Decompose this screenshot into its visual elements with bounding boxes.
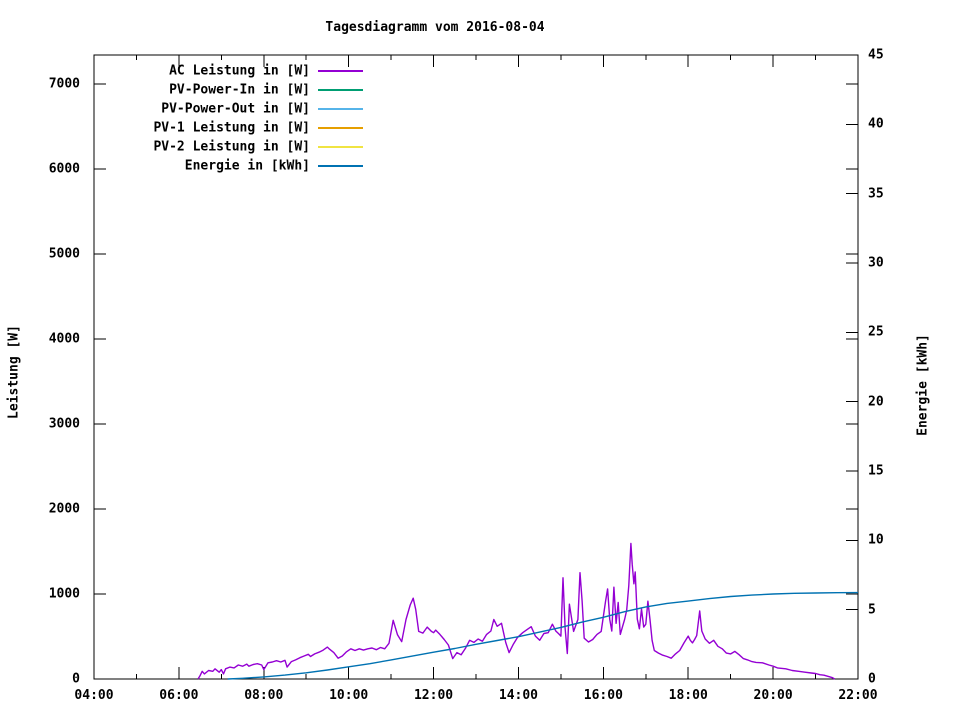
right-axis-tick-label: 35 [868, 186, 884, 202]
right-axis-tick-label: 40 [868, 116, 884, 132]
series-ac [197, 542, 836, 680]
x-axis-tick-label: 20:00 [753, 688, 793, 703]
legend-label: PV-2 Leistung in [W] [153, 139, 310, 155]
right-axis-title: Energie [kWh] [915, 334, 931, 436]
right-axis-tick-label: 20 [868, 394, 884, 410]
legend-label: Energie in [kWh] [184, 158, 310, 174]
right-axis-tick-label: 45 [868, 47, 884, 63]
legend-label: PV-Power-Out in [W] [161, 101, 310, 117]
left-axis-tick-label: 4000 [48, 331, 80, 347]
legend-line-sample [318, 127, 363, 129]
left-axis-tick-label: 3000 [48, 416, 80, 432]
legend-label: AC Leistung in [W] [169, 63, 310, 79]
right-axis-tick-label: 25 [868, 324, 884, 340]
x-axis-tick-label: 04:00 [74, 688, 114, 703]
x-axis-tick-label: 06:00 [159, 688, 199, 703]
left-axis-tick-label: 2000 [48, 501, 80, 517]
x-axis-tick-label: 10:00 [329, 688, 369, 703]
left-axis-tick-label: 1000 [48, 586, 80, 602]
x-axis-tick-label: 18:00 [668, 688, 708, 703]
series-energie [227, 591, 859, 680]
x-axis-tick-label: 16:00 [583, 688, 623, 703]
legend-line-sample [318, 108, 363, 110]
left-axis-tick-label: 5000 [48, 246, 80, 262]
left-axis-tick-label: 7000 [48, 76, 80, 92]
legend-line-sample [318, 165, 363, 167]
left-axis-tick-label: 0 [72, 671, 80, 687]
left-axis-title: Leistung [W] [6, 325, 22, 419]
left-axis-tick-label: 6000 [48, 161, 80, 177]
x-axis-tick-label: 22:00 [838, 688, 878, 703]
legend-line-sample [318, 146, 363, 148]
legend-label: PV-Power-In in [W] [169, 82, 310, 98]
x-axis-tick-label: 08:00 [244, 688, 284, 703]
right-axis-tick-label: 5 [868, 602, 876, 618]
legend-line-sample [318, 70, 363, 72]
right-axis-tick-label: 0 [868, 671, 876, 687]
legend-label: PV-1 Leistung in [W] [153, 120, 310, 136]
chart-title: Tagesdiagramm vom 2016-08-04 [325, 20, 545, 35]
right-axis-tick-label: 30 [868, 255, 884, 271]
right-axis-tick-label: 10 [868, 532, 884, 548]
right-axis-tick-label: 15 [868, 463, 884, 479]
x-axis-tick-label: 14:00 [498, 688, 539, 703]
x-axis-tick-label: 12:00 [413, 688, 454, 703]
legend-line-sample [318, 89, 363, 91]
